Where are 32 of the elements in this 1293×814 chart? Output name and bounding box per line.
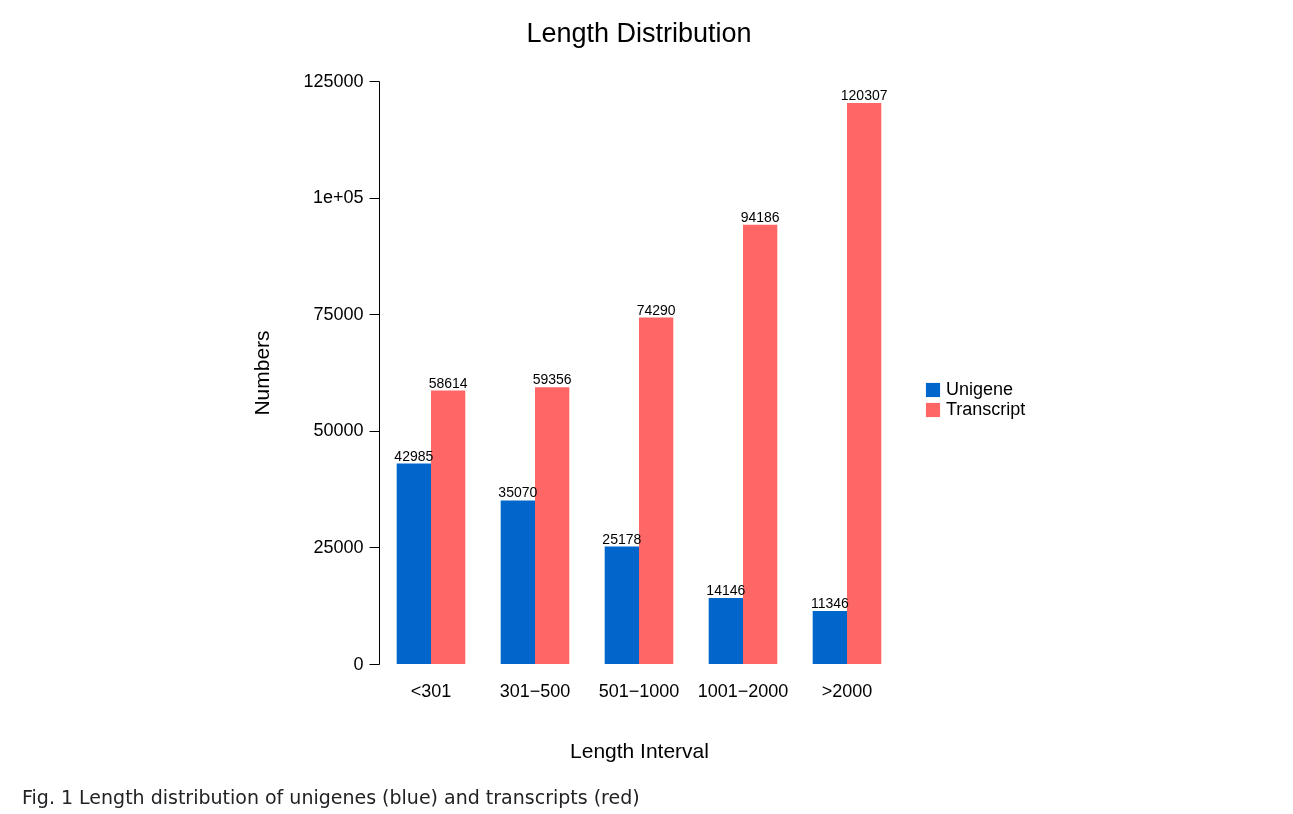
data-label: 58614 (428, 374, 468, 391)
bar (847, 102, 882, 664)
bar (812, 611, 847, 664)
bar (396, 463, 431, 664)
bar (743, 224, 778, 664)
y-axis-title: Numbers (250, 330, 274, 416)
x-tick-label: 501−1000 (598, 680, 680, 701)
bar (639, 317, 674, 664)
x-tick-label: <301 (410, 680, 452, 701)
bar (431, 390, 466, 664)
data-label: 120307 (840, 86, 888, 103)
caption: Fig. 1 Length distribution of unigenes (blue) and transcripts (red) (22, 786, 640, 808)
bar (708, 598, 743, 664)
legend-label: Transcript (946, 399, 1026, 419)
bar (500, 500, 535, 664)
bar (535, 387, 570, 664)
y-tick-label: 25000 (313, 536, 364, 557)
y-tick-label: 125000 (303, 70, 364, 91)
legend-label: Unigene (946, 379, 1014, 399)
y-tick-label: 50000 (313, 420, 364, 441)
x-tick-label: >2000 (821, 680, 873, 701)
x-axis-title: Length Interval (570, 738, 709, 762)
y-tick-label: 0 (353, 653, 364, 674)
chart-title: Length Distribution (526, 18, 752, 48)
x-tick-label: 1001−2000 (697, 680, 789, 701)
data-label: 59356 (532, 371, 572, 388)
x-tick-label: 301−500 (499, 680, 571, 701)
bar (604, 546, 639, 664)
data-label: 74290 (636, 301, 676, 318)
data-label: 94186 (740, 208, 780, 225)
y-tick-label: 75000 (313, 303, 364, 324)
y-tick-label: 1e+05 (312, 187, 364, 208)
